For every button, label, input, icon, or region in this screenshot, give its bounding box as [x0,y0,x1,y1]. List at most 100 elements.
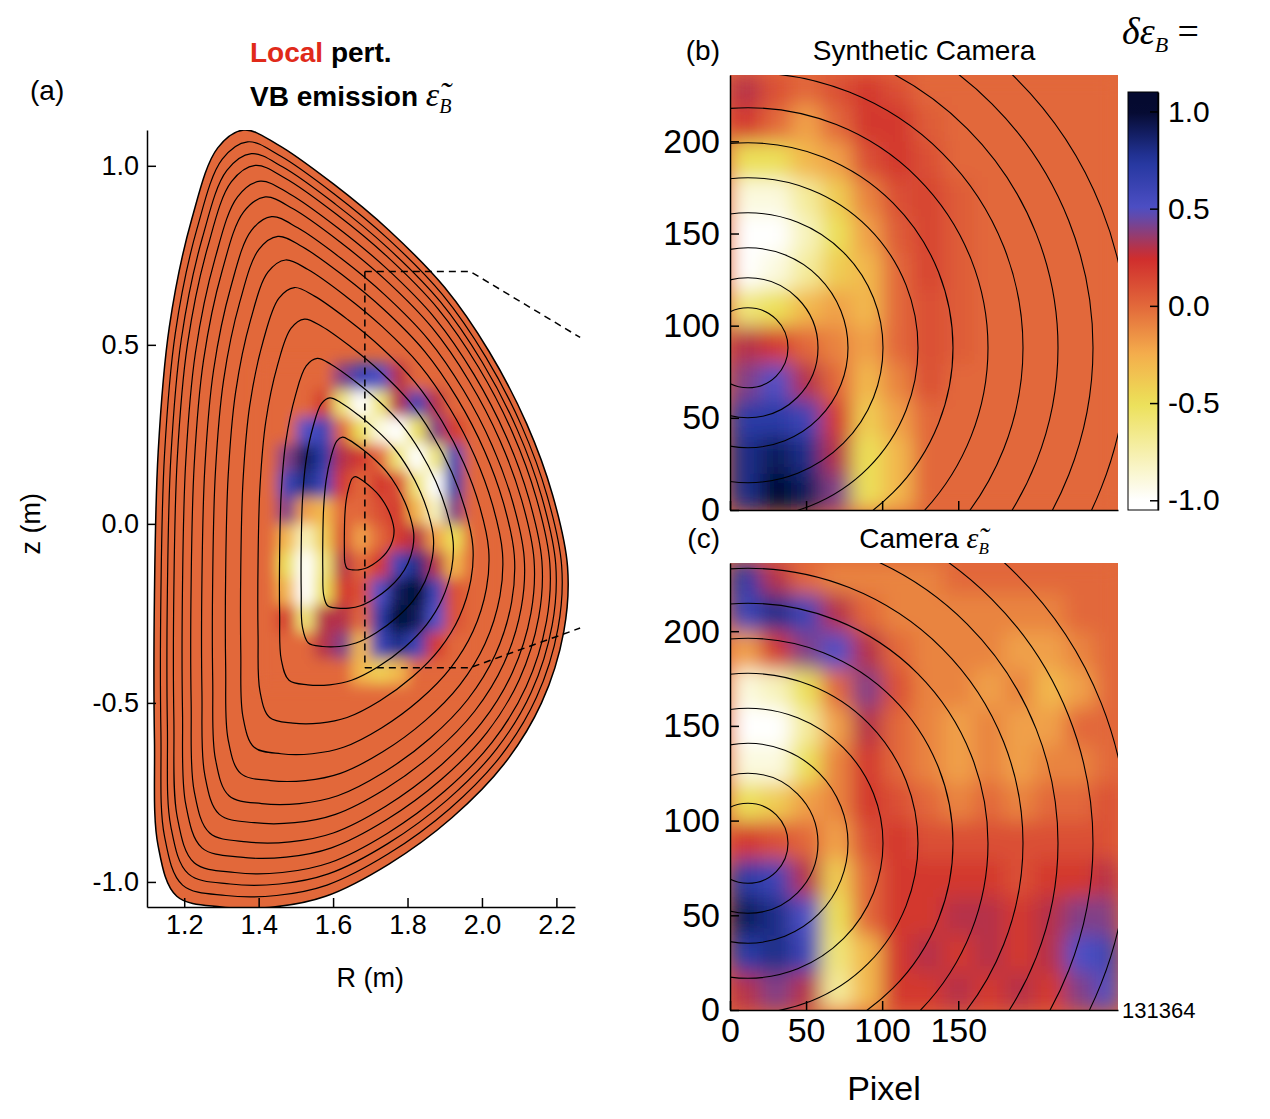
heat-cell [1065,399,1096,436]
heat-cell [973,473,1004,510]
heat-cell [314,363,333,390]
heat-cell [370,604,389,631]
flux-surface [173,165,550,873]
tick: 0.5 [101,330,156,360]
heat-cell [791,289,822,326]
heat-cell [913,436,944,473]
colorbar [1128,92,1158,510]
heat-cell [760,972,791,1010]
heat-cell [1095,141,1118,178]
tick-mark [482,898,484,907]
camera-view-line [365,271,580,337]
tick-label: 200 [663,122,720,160]
heat-cell [913,473,944,510]
tick-label: 50 [788,1011,826,1049]
heat-cell [1034,104,1065,141]
title-highlight: Local [250,37,323,68]
flux-arc [730,638,953,1010]
heat-cell [259,631,278,658]
tick-mark [1150,403,1158,405]
tick-label: 150 [663,706,720,744]
heat-cell [426,658,445,685]
heat-cell [1034,252,1065,289]
heat-cell [730,563,761,594]
tick-mark [730,418,739,420]
heat-cell [943,783,974,821]
heat-cell [943,252,974,289]
heat-cell [973,563,1004,594]
flux-arc [730,803,788,883]
heat-cell [1095,934,1118,972]
tick-label: 1.6 [315,910,353,940]
heat-cell [943,972,974,1010]
heat-cell [1034,75,1065,105]
heat-cell [821,745,852,783]
heat-cell [1065,75,1096,105]
tick-mark [730,325,739,327]
heat-cell [730,178,761,215]
heat-cell [1095,783,1118,821]
panel-title: VB emission ε̃B [250,76,453,117]
tick-label: 1.8 [389,910,427,940]
heat-cell [1034,783,1065,821]
heat-cell [973,669,1004,707]
tick: 50 [788,1001,826,1049]
panel-letter: (c) [687,523,720,554]
heat-cell [913,707,944,745]
y-axis: 050100150200 [663,76,739,529]
heat-cell [943,473,974,510]
heat-cell [943,821,974,859]
flux-arc [730,563,1093,1010]
heat-cell [296,497,315,524]
heat-cell [370,497,389,524]
emission-region [160,142,562,897]
heat-cell [1034,215,1065,252]
heat-cell [1095,399,1118,436]
heat-cell [463,658,482,685]
tick: 1.0 [101,151,156,181]
tick: -0.5 [92,688,156,718]
heat-cell [370,578,389,605]
tick-label: 2.0 [464,910,502,940]
heat-cell [973,972,1004,1010]
flux-arc [730,563,1058,1010]
heat-cell [1095,252,1118,289]
tick: -1.0 [92,867,156,897]
heat-cell [463,470,482,497]
heat-cell [1034,473,1065,510]
heat-cell [943,934,974,972]
heat-cell [445,551,464,578]
heat-cell [1034,289,1065,326]
heat-cell [943,707,974,745]
heat-cell [852,783,883,821]
heat-cell [259,497,278,524]
heat-cell [463,578,482,605]
flux-surface [344,477,394,570]
heat-cell [1004,473,1035,510]
heat-cell [1004,436,1035,473]
flux-surface [191,197,535,843]
panel-letter: (a) [30,75,64,106]
heat-cell [882,289,913,326]
tick [958,501,959,510]
heat-cell [730,473,761,510]
heat-cell [730,821,761,859]
figure: -1.0-0.50.00.51.01.21.41.61.82.02.2R (m)… [0,0,1270,1119]
heat-cell [852,593,883,631]
heat-cell [791,972,822,1010]
heat-cell [1065,104,1096,141]
heat-cell [314,631,333,658]
tick-mark [1150,306,1158,308]
heat-cell [913,399,944,436]
heat-cell [882,252,913,289]
heat-cell [1095,707,1118,745]
camera-view-line [364,271,366,667]
tick: 100 [854,1001,911,1049]
heat-cell [1095,473,1118,510]
heat-cell [1065,707,1096,745]
heat-cell [852,821,883,859]
heat-cell [259,658,278,685]
heat-cell [760,104,791,141]
heat-cell [730,707,761,745]
heat-cell [791,252,822,289]
